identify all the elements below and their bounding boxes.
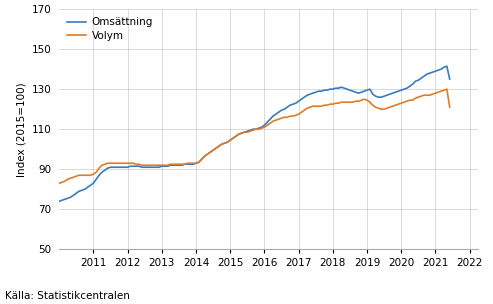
Volym bbox=[387, 105, 393, 109]
Volym bbox=[56, 181, 62, 185]
Line: Volym: Volym bbox=[59, 89, 450, 183]
Volym bbox=[444, 87, 450, 91]
Omsättning bbox=[199, 157, 205, 161]
Omsättning bbox=[438, 67, 444, 71]
Volym bbox=[210, 148, 216, 152]
Omsättning bbox=[56, 199, 62, 203]
Volym bbox=[438, 89, 444, 93]
Omsättning bbox=[387, 92, 393, 96]
Y-axis label: Index (2015=100): Index (2015=100) bbox=[16, 82, 26, 177]
Volym bbox=[336, 101, 342, 105]
Volym bbox=[447, 105, 453, 109]
Volym bbox=[199, 157, 205, 161]
Text: Källa: Statistikcentralen: Källa: Statistikcentralen bbox=[5, 291, 130, 301]
Line: Omsättning: Omsättning bbox=[59, 66, 450, 201]
Omsättning bbox=[444, 64, 450, 68]
Volym bbox=[279, 116, 284, 120]
Omsättning bbox=[336, 86, 342, 90]
Omsättning bbox=[279, 108, 284, 112]
Omsättning bbox=[447, 77, 453, 81]
Legend: Omsättning, Volym: Omsättning, Volym bbox=[65, 14, 156, 44]
Omsättning bbox=[210, 148, 216, 152]
